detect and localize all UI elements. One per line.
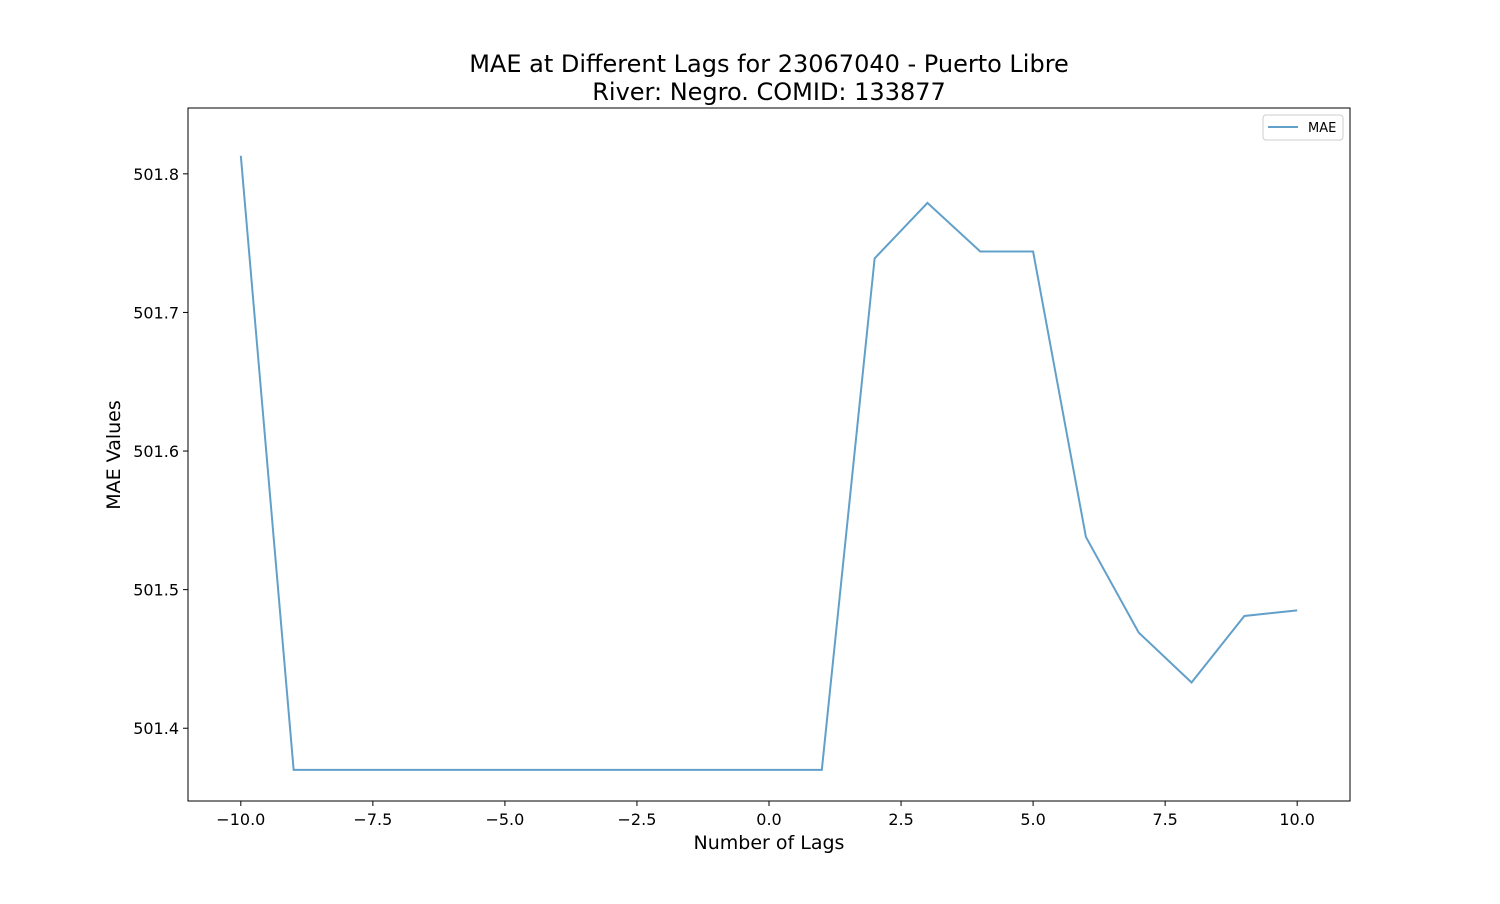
y-tick-label: 501.4 (133, 719, 179, 738)
plot-area (187, 107, 1351, 802)
x-tick-label: −5.0 (485, 810, 524, 829)
y-tick-label: 501.5 (133, 581, 179, 600)
x-axis-label: Number of Lags (694, 832, 845, 854)
y-tick-label: 501.8 (133, 165, 179, 184)
x-axis-ticks: −10.0 −7.5 −5.0 −2.5 0.0 2.5 5.0 7.5 10.0 (216, 801, 1315, 829)
x-tick-label: 7.5 (1152, 810, 1177, 829)
y-tick-label: 501.7 (133, 303, 179, 322)
y-axis-ticks: 501.4 501.5 501.6 501.7 501.8 (133, 165, 188, 738)
x-tick-label: −2.5 (618, 810, 657, 829)
x-tick-label: 2.5 (888, 810, 913, 829)
series-line-mae (239, 155, 1298, 771)
legend: MAE (1262, 114, 1344, 141)
series-group (239, 155, 1298, 771)
y-tick-label: 501.6 (133, 442, 179, 461)
x-tick-label: 0.0 (756, 810, 781, 829)
legend-box (1262, 114, 1344, 141)
x-tick-label: 5.0 (1020, 810, 1045, 829)
y-axis-label: MAE Values (103, 400, 125, 510)
legend-label-mae: MAE (1308, 121, 1336, 136)
chart-subtitle: River: Negro. COMID: 133877 (592, 78, 946, 106)
x-tick-label: 10.0 (1279, 810, 1315, 829)
x-tick-label: −7.5 (353, 810, 392, 829)
chart-title: MAE at Different Lags for 23067040 - Pue… (469, 50, 1069, 78)
x-tick-label: −10.0 (216, 810, 265, 829)
